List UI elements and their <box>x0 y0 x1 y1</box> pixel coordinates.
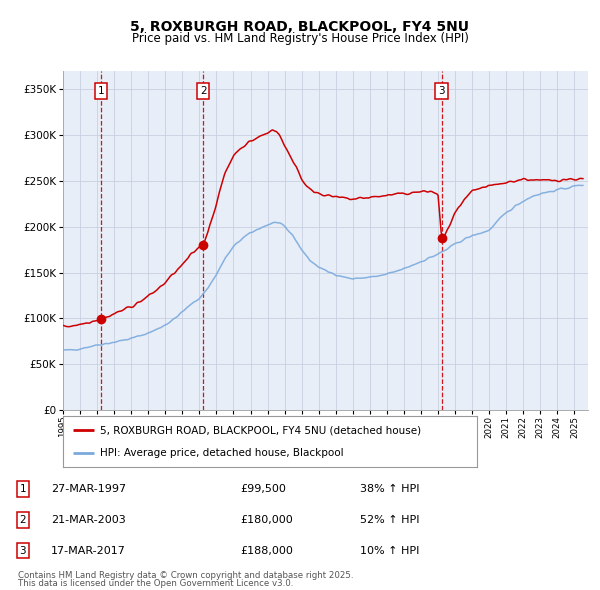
Text: 17-MAR-2017: 17-MAR-2017 <box>51 546 126 556</box>
Text: 1: 1 <box>19 484 26 494</box>
Text: 1: 1 <box>98 86 104 96</box>
Text: This data is licensed under the Open Government Licence v3.0.: This data is licensed under the Open Gov… <box>18 579 293 588</box>
Text: 3: 3 <box>438 86 445 96</box>
Text: 52% ↑ HPI: 52% ↑ HPI <box>360 515 419 525</box>
Text: Price paid vs. HM Land Registry's House Price Index (HPI): Price paid vs. HM Land Registry's House … <box>131 32 469 45</box>
Text: 27-MAR-1997: 27-MAR-1997 <box>51 484 126 494</box>
Text: 5, ROXBURGH ROAD, BLACKPOOL, FY4 5NU: 5, ROXBURGH ROAD, BLACKPOOL, FY4 5NU <box>131 20 470 34</box>
Text: £180,000: £180,000 <box>240 515 293 525</box>
Text: 2: 2 <box>19 515 26 525</box>
Text: 5, ROXBURGH ROAD, BLACKPOOL, FY4 5NU (detached house): 5, ROXBURGH ROAD, BLACKPOOL, FY4 5NU (de… <box>100 425 421 435</box>
Text: 3: 3 <box>19 546 26 556</box>
Text: Contains HM Land Registry data © Crown copyright and database right 2025.: Contains HM Land Registry data © Crown c… <box>18 571 353 579</box>
Text: 2: 2 <box>200 86 206 96</box>
Text: 38% ↑ HPI: 38% ↑ HPI <box>360 484 419 494</box>
Text: HPI: Average price, detached house, Blackpool: HPI: Average price, detached house, Blac… <box>100 448 344 458</box>
Text: £99,500: £99,500 <box>240 484 286 494</box>
Text: 21-MAR-2003: 21-MAR-2003 <box>51 515 126 525</box>
Text: 10% ↑ HPI: 10% ↑ HPI <box>360 546 419 556</box>
Text: £188,000: £188,000 <box>240 546 293 556</box>
